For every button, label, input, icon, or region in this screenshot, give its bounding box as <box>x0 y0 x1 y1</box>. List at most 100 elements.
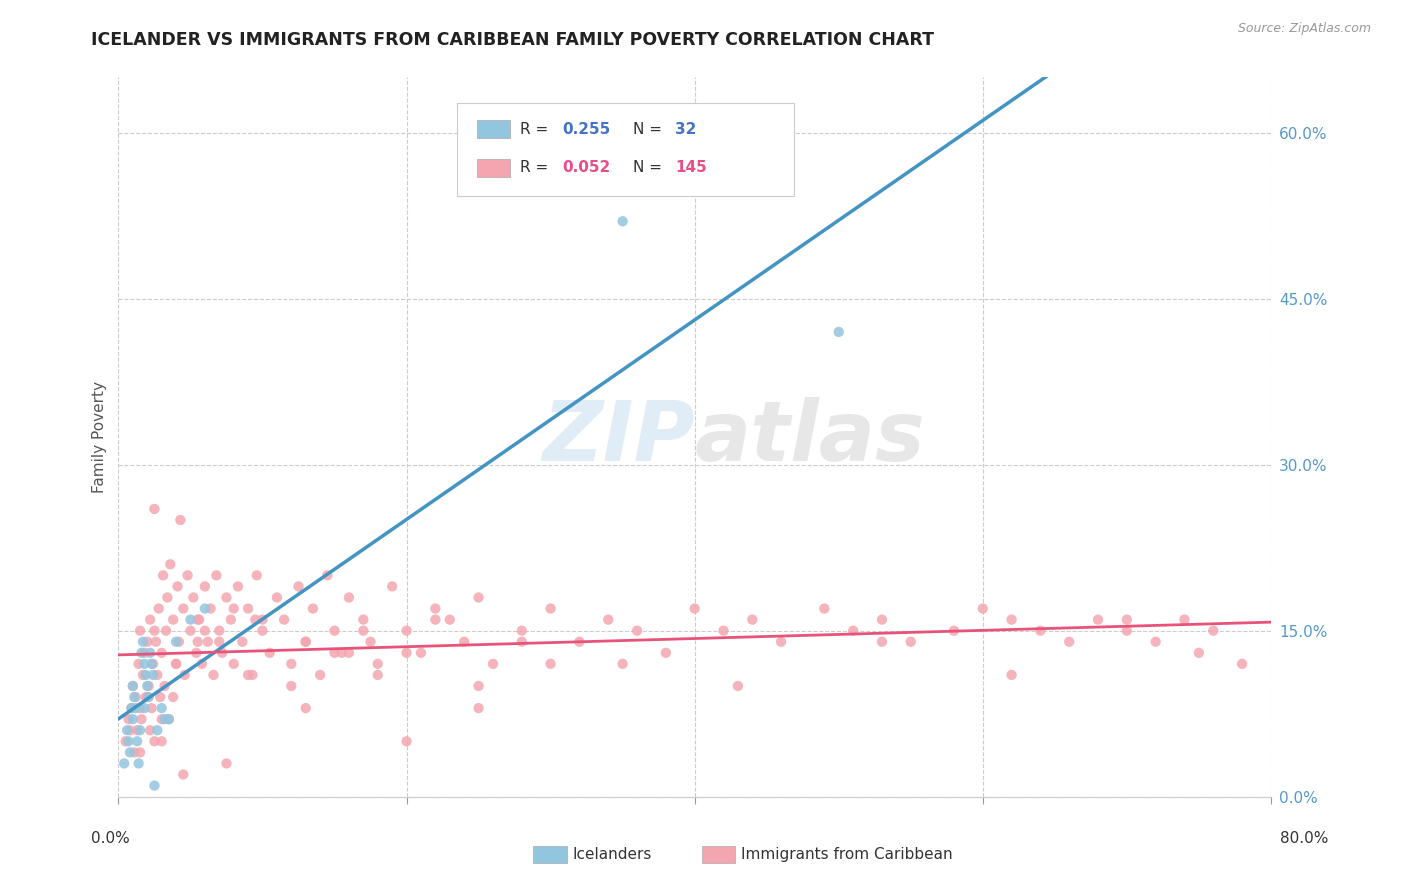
Point <box>121 712 143 726</box>
Text: 32: 32 <box>675 122 696 136</box>
Point <box>294 634 316 648</box>
Point <box>162 690 184 704</box>
Point <box>381 579 404 593</box>
Point <box>120 701 142 715</box>
Point <box>280 679 302 693</box>
Point <box>153 712 176 726</box>
Text: ICELANDER VS IMMIGRANTS FROM CARIBBEAN FAMILY POVERTY CORRELATION CHART: ICELANDER VS IMMIGRANTS FROM CARIBBEAN F… <box>91 31 935 49</box>
Text: 80.0%: 80.0% <box>1281 831 1329 846</box>
Point <box>1057 634 1080 648</box>
Text: Icelanders: Icelanders <box>572 847 651 862</box>
Point <box>145 634 167 648</box>
Point <box>510 634 533 648</box>
Point <box>138 679 160 693</box>
Point <box>741 613 763 627</box>
Point <box>194 579 217 593</box>
Point <box>467 679 489 693</box>
Point <box>128 657 150 671</box>
Point <box>138 690 160 704</box>
Point <box>222 601 245 615</box>
Text: Source: ZipAtlas.com: Source: ZipAtlas.com <box>1237 22 1371 36</box>
Point <box>409 646 432 660</box>
Point <box>153 679 176 693</box>
Text: N =: N = <box>633 122 666 136</box>
Point <box>367 668 389 682</box>
Point <box>1115 613 1137 627</box>
Point <box>273 613 295 627</box>
Point <box>1230 657 1253 671</box>
Point <box>1029 624 1052 638</box>
Point <box>179 613 201 627</box>
Point <box>1173 613 1195 627</box>
Point <box>124 690 146 704</box>
Point <box>139 613 162 627</box>
Point <box>316 568 339 582</box>
Point <box>367 657 389 671</box>
Point <box>302 601 325 615</box>
Point <box>143 502 166 516</box>
Point <box>655 646 678 660</box>
Point <box>129 723 152 738</box>
Point <box>208 624 231 638</box>
Point <box>166 579 188 593</box>
Point <box>287 579 309 593</box>
Point <box>187 634 209 648</box>
Point <box>156 591 179 605</box>
Point <box>150 734 173 748</box>
Point <box>191 657 214 671</box>
Point <box>143 779 166 793</box>
Point <box>127 723 149 738</box>
Point <box>246 568 269 582</box>
Point <box>205 568 228 582</box>
Point <box>134 657 156 671</box>
Point <box>197 634 219 648</box>
Y-axis label: Family Poverty: Family Poverty <box>93 381 107 493</box>
Point <box>425 613 447 627</box>
Point <box>157 712 180 726</box>
Point <box>136 679 159 693</box>
Point <box>395 734 418 748</box>
Point <box>266 591 288 605</box>
Point <box>568 634 591 648</box>
Point <box>186 646 208 660</box>
Point <box>129 745 152 759</box>
Point <box>125 690 148 704</box>
Point <box>252 624 274 638</box>
Point <box>132 668 155 682</box>
Point <box>467 591 489 605</box>
Point <box>142 657 165 671</box>
Point <box>828 325 851 339</box>
Point <box>683 601 706 615</box>
Point <box>439 613 461 627</box>
Point <box>612 657 634 671</box>
Point <box>612 214 634 228</box>
Point <box>188 613 211 627</box>
Point <box>172 601 194 615</box>
Point <box>352 624 374 638</box>
Point <box>172 767 194 781</box>
Point <box>150 701 173 715</box>
Point <box>150 646 173 660</box>
Point <box>236 668 259 682</box>
Point <box>252 613 274 627</box>
Point <box>280 657 302 671</box>
Point <box>152 568 174 582</box>
Point <box>139 723 162 738</box>
Point <box>245 613 267 627</box>
Point <box>202 668 225 682</box>
Point <box>727 679 749 693</box>
Point <box>352 613 374 627</box>
Point <box>215 756 238 771</box>
Point <box>226 579 249 593</box>
Point <box>125 701 148 715</box>
Point <box>900 634 922 648</box>
Point <box>453 634 475 648</box>
Point <box>309 668 332 682</box>
Point <box>1000 613 1022 627</box>
Point <box>842 624 865 638</box>
Point <box>330 646 353 660</box>
Point <box>162 613 184 627</box>
Point <box>337 646 360 660</box>
Point <box>134 701 156 715</box>
Point <box>713 624 735 638</box>
